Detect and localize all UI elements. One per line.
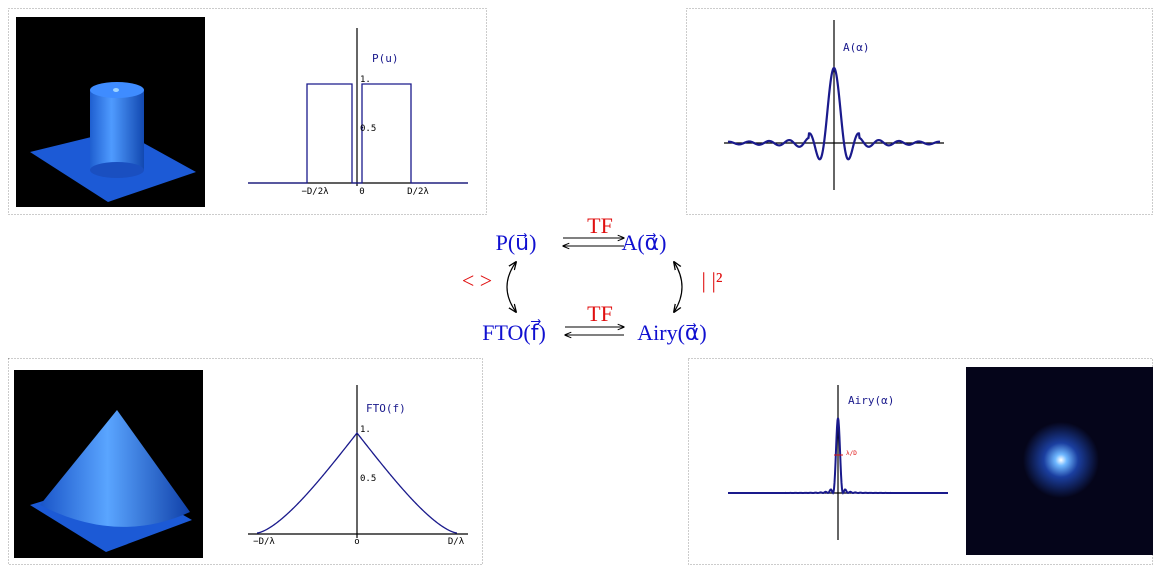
amplitude-plot: A(α) bbox=[724, 20, 944, 190]
pupil-label: P(u⃗) bbox=[496, 230, 537, 255]
cone-render bbox=[14, 370, 203, 558]
x-tick-label: −D/λ bbox=[253, 537, 275, 547]
plot-title: P(u) bbox=[372, 52, 399, 65]
x-tick-label: D/2λ bbox=[407, 187, 429, 197]
annotation: λ/D bbox=[846, 450, 857, 457]
relation-diagram: P(u⃗) A(α⃗) FTO(f⃗) Airy(α⃗) TF TF < > |… bbox=[462, 213, 723, 345]
panel-border bbox=[8, 358, 483, 565]
plot-title: FTO(f) bbox=[366, 402, 406, 415]
y-tick-label: 0.5 bbox=[360, 124, 376, 134]
x-tick-label: 0 bbox=[359, 187, 364, 197]
plot-title: A(α) bbox=[843, 41, 870, 54]
x-tick-label: D/λ bbox=[448, 537, 465, 547]
y-tick-label: 1. bbox=[360, 425, 371, 435]
modulus-label: | |² bbox=[702, 268, 723, 293]
amplitude-label: A(α⃗) bbox=[621, 230, 666, 255]
mtf-plot: FTO(f) 1. 0.5 −D/λ o D/λ bbox=[248, 385, 468, 547]
transform-label: TF bbox=[587, 301, 613, 326]
airy-plot: Airy(α) λ/D bbox=[728, 385, 948, 540]
y-tick-label: 1. bbox=[360, 75, 371, 85]
airy-curve bbox=[728, 417, 948, 495]
x-tick-label: o bbox=[354, 537, 359, 547]
mtf-label: FTO(f⃗) bbox=[482, 319, 546, 345]
arrow bbox=[674, 262, 683, 312]
x-tick-label: −D/2λ bbox=[301, 187, 329, 197]
pupil-curve bbox=[248, 83, 468, 184]
pupil-plot: P(u) 1. 0.5 −D/2λ 0 D/2λ bbox=[248, 28, 468, 197]
transform-label: TF bbox=[587, 213, 613, 238]
panel-border bbox=[686, 8, 1153, 215]
airy-image bbox=[966, 367, 1153, 555]
amplitude-curve bbox=[727, 66, 941, 161]
mtf-curve bbox=[256, 431, 458, 534]
airy-label: Airy(α⃗) bbox=[637, 320, 706, 345]
y-tick-label: 0.5 bbox=[360, 474, 376, 484]
average-label: < > bbox=[462, 268, 492, 293]
arrow bbox=[506, 262, 516, 312]
plot-title: Airy(α) bbox=[848, 394, 894, 407]
cylinder-render bbox=[16, 17, 205, 207]
